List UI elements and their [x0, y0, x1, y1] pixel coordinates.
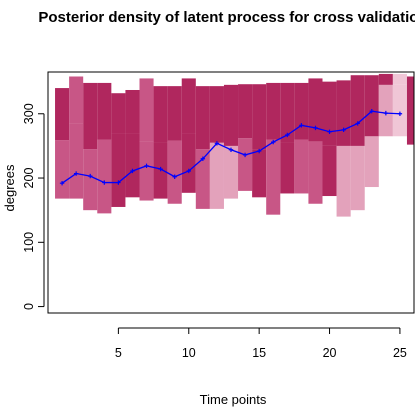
- data-point-6: [130, 168, 135, 174]
- density-segment-t20-0: [322, 145, 337, 197]
- plot-frame: [47, 71, 415, 314]
- density-segment-t10-0: [181, 133, 196, 193]
- density-segment-t8-1: [153, 86, 168, 143]
- density-segment-t9-0: [167, 140, 182, 204]
- x-axis: 5 10 15 20 25: [115, 327, 407, 360]
- data-point-19: [313, 125, 318, 131]
- density-segment-t10-1: [181, 78, 196, 134]
- density-segment-t3-1: [83, 82, 98, 150]
- density-segment-t14-0: [238, 138, 253, 191]
- data-point-8: [158, 166, 163, 172]
- y-tick-label-300: 300: [22, 103, 36, 124]
- density-segment-t17-0: [280, 142, 295, 194]
- data-point-18: [299, 123, 304, 128]
- data-point-1: [59, 180, 65, 186]
- data-point-20: [327, 129, 332, 134]
- density-segment-t12-1: [209, 86, 224, 143]
- data-point-10: [186, 168, 191, 174]
- density-segment-t21-0: [336, 145, 351, 217]
- data-point-9: [172, 174, 177, 179]
- density-segment-t19-1: [308, 78, 323, 142]
- x-tick-label-10: 10: [182, 346, 196, 360]
- density-segment-t24-0: [378, 84, 393, 137]
- x-tick-label-15: 15: [252, 346, 266, 360]
- density-segment-t7-0: [139, 141, 154, 201]
- density-segment-t12-0: [209, 142, 224, 209]
- density-segment-t1-0: [55, 140, 70, 199]
- density-segment-t23-0: [364, 136, 379, 188]
- density-segment-t26-0: [406, 76, 414, 145]
- density-segment-t2-1: [69, 76, 84, 124]
- data-point-2: [73, 171, 79, 176]
- density-segment-t5-1: [111, 93, 126, 134]
- data-point-17: [285, 132, 290, 138]
- density-segment-t5-0: [111, 133, 126, 207]
- density-segment-t18-1: [294, 82, 309, 140]
- density-strips: [55, 73, 414, 217]
- density-segment-t15-1: [252, 84, 267, 150]
- density-segment-t23-1: [364, 75, 379, 137]
- density-segment-t9-1: [167, 86, 182, 141]
- density-segment-t19-0: [308, 141, 323, 204]
- density-segment-t4-1: [97, 82, 112, 140]
- density-segment-t24-1: [378, 73, 393, 85]
- density-segment-t15-0: [252, 149, 267, 198]
- y-axis: 0 100 200 300: [22, 103, 45, 310]
- y-tick-label-100: 100: [22, 232, 36, 253]
- density-segment-t6-0: [125, 133, 140, 198]
- density-segment-t20-1: [322, 81, 337, 146]
- data-point-16: [271, 139, 276, 145]
- data-point-24: [383, 110, 389, 116]
- x-tick-label-25: 25: [393, 346, 407, 360]
- density-segment-t7-1: [139, 78, 154, 142]
- data-point-12: [214, 141, 220, 146]
- data-point-3: [88, 173, 93, 179]
- y-tick-label-0: 0: [22, 303, 36, 310]
- data-point-5: [116, 180, 121, 185]
- data-point-11: [200, 156, 206, 161]
- data-point-23: [369, 109, 374, 114]
- data-point-25: [397, 111, 403, 116]
- density-segment-t1-1: [55, 88, 70, 141]
- density-segment-t17-1: [280, 82, 295, 143]
- y-tick-label-200: 200: [22, 168, 36, 189]
- density-segment-t18-0: [294, 139, 309, 194]
- data-point-14: [242, 152, 248, 158]
- data-point-22: [355, 121, 360, 126]
- density-segment-t13-1: [223, 84, 239, 146]
- data-point-13: [228, 147, 234, 152]
- density-segment-t2-0: [69, 123, 84, 199]
- x-axis-label: Time points: [200, 392, 267, 407]
- density-segment-t16-0: [266, 139, 281, 215]
- density-segment-t4-0: [97, 139, 112, 214]
- density-segment-t3-0: [83, 149, 98, 211]
- density-segment-t16-1: [266, 82, 281, 140]
- data-point-7: [144, 163, 149, 169]
- data-point-21: [341, 127, 346, 133]
- density-segment-t6-1: [125, 89, 140, 134]
- density-segment-t25-0: [392, 84, 407, 137]
- y-axis-label: degrees: [2, 164, 17, 211]
- density-segment-t13-0: [223, 145, 239, 199]
- density-segment-t11-0: [195, 149, 210, 209]
- x-tick-label-5: 5: [115, 346, 122, 360]
- x-tick-label-20: 20: [323, 346, 337, 360]
- density-segment-t11-1: [195, 86, 210, 150]
- density-segment-t25-1: [392, 73, 407, 85]
- data-point-4: [102, 180, 107, 185]
- density-segment-t22-0: [350, 145, 365, 211]
- data-point-15: [256, 148, 262, 154]
- chart-title: Posterior density of latent process for …: [38, 9, 415, 26]
- series-layer: [59, 109, 403, 186]
- density-segment-t14-1: [238, 84, 253, 139]
- density-segment-t21-1: [336, 80, 351, 146]
- density-segment-t22-1: [350, 75, 365, 146]
